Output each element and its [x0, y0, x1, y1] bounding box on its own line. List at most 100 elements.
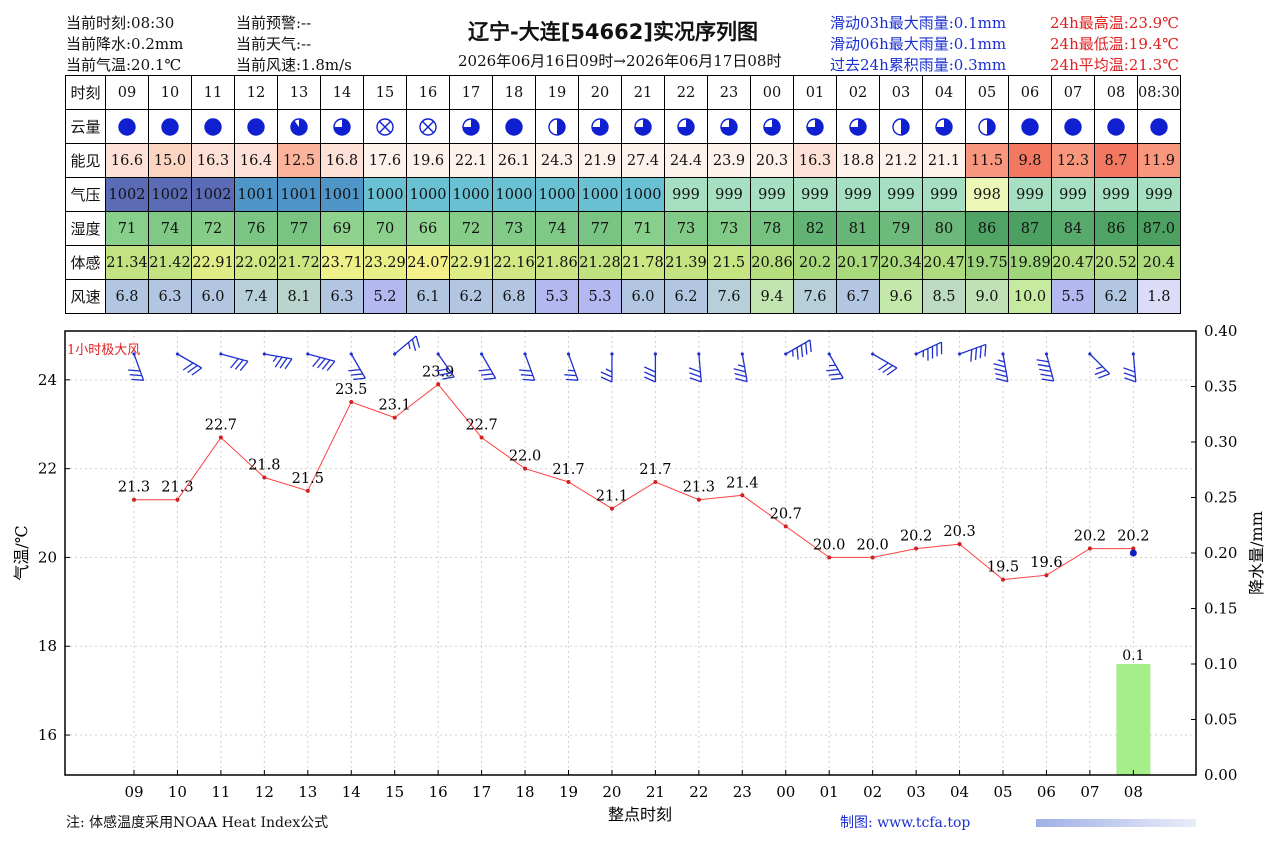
- x-tick-label: 21: [646, 783, 665, 801]
- humidity-cell: 80: [922, 211, 966, 246]
- y-tick-label-left: 18: [38, 637, 57, 655]
- wind-barb: [564, 352, 579, 381]
- wind-barb-flag: [931, 346, 934, 359]
- y-tick-label-left: 22: [38, 460, 57, 478]
- credit-logo: [1036, 819, 1196, 827]
- current-wind: 当前风速:1.8m/s: [236, 56, 352, 74]
- x-tick-label: 12: [255, 783, 274, 801]
- wind-barb-flag: [984, 344, 987, 357]
- temperature-label: 20.2: [900, 529, 932, 545]
- y-axis-label-right: 降水量/mm: [1247, 511, 1266, 595]
- x-tick-label: 00: [776, 783, 795, 801]
- wind-speed-cell: 6.2: [449, 279, 493, 314]
- wind-barb-flag: [831, 377, 844, 381]
- humidity-cell: 66: [406, 211, 450, 246]
- wind-barb-flag: [187, 364, 198, 374]
- humidity-cell: 77: [277, 211, 321, 246]
- hour-cell: 10: [148, 75, 192, 110]
- hour-cell: 04: [922, 75, 966, 110]
- humidity-cell: 73: [664, 211, 708, 246]
- wind-barb: [1088, 352, 1111, 379]
- wind-barb-flag: [1123, 367, 1136, 373]
- wind-barb: [733, 352, 748, 383]
- pressure-cell: 1002: [191, 177, 235, 212]
- feels-like-cell: 20.4: [1137, 245, 1181, 280]
- feels-like-cell: 22.02: [234, 245, 278, 280]
- wind-barb: [871, 352, 898, 376]
- x-tick-label: 10: [168, 783, 187, 801]
- wind-barb-flag: [1096, 366, 1103, 370]
- cloud-cell: [621, 109, 665, 144]
- current-precip: 当前降水:0.2mm: [66, 35, 184, 53]
- cloud-cover-icon: [763, 117, 781, 136]
- wind-barb: [128, 352, 145, 381]
- x-tick-label: 14: [342, 783, 361, 801]
- cloud-cell: [492, 109, 536, 144]
- feels-like-cell: 20.17: [836, 245, 880, 280]
- wind-speed-cell: 5.3: [535, 279, 579, 314]
- wind-barb-flag: [927, 348, 929, 361]
- feels-like-cell: 22.91: [449, 245, 493, 280]
- wind-speed-cell: 6.0: [621, 279, 665, 314]
- wind-speed-cell: 9.6: [879, 279, 923, 314]
- wind-speed-cell: 7.6: [793, 279, 837, 314]
- wind-barb-flag: [882, 364, 893, 374]
- wind-barb-flag: [995, 373, 1008, 378]
- wind-speed-cell: 7.6: [707, 279, 751, 314]
- hour-cell: 06: [1008, 75, 1052, 110]
- wind-barb-flag: [688, 367, 701, 373]
- wind-speed-cell: 6.8: [492, 279, 536, 314]
- current-temp: 当前气温:20.1℃: [66, 56, 182, 74]
- cloud-cover-icon: [935, 117, 953, 136]
- wind-barb-staff: [959, 343, 987, 355]
- humidity-cell: 74: [535, 211, 579, 246]
- wind-barb-flag: [979, 346, 982, 359]
- x-tick-label: 18: [516, 783, 535, 801]
- wind-barb-staff: [828, 353, 844, 379]
- hour-cell: 23: [707, 75, 751, 110]
- feels-like-cell: 21.86: [535, 245, 579, 280]
- temperature-label: 21.3: [161, 480, 193, 496]
- x-tick-label: 13: [298, 783, 317, 801]
- wind-barb-flag: [974, 347, 978, 360]
- wind-barb: [914, 341, 943, 361]
- cloud-cover-icon: [806, 117, 824, 136]
- wind-barb-flag: [735, 377, 748, 383]
- wind-barb-flag: [644, 376, 656, 383]
- cloud-cell: [922, 109, 966, 144]
- wind-barb-staff: [1089, 353, 1111, 375]
- temperature-label: 23.1: [379, 398, 411, 414]
- temperature-label: 20.0: [813, 537, 845, 553]
- x-tick-label: 08: [1124, 783, 1143, 801]
- cloud-cover-icon: [419, 117, 437, 136]
- temperature-point: [523, 466, 528, 471]
- x-tick-label: 06: [1037, 783, 1056, 801]
- cloud-cover-icon: [892, 117, 910, 136]
- wind-barb-flag: [565, 378, 579, 381]
- wind-barb: [393, 335, 421, 356]
- row-label-feels-like: 体感: [65, 245, 106, 280]
- humidity-cell: 71: [621, 211, 665, 246]
- wind-barb: [262, 352, 293, 370]
- temperature-point: [1131, 546, 1136, 551]
- cloud-cover-icon: [1150, 117, 1168, 136]
- cloud-cell: [707, 109, 751, 144]
- wind-barb-flag: [828, 373, 841, 376]
- wind-barb-flag: [826, 368, 839, 372]
- feels-like-cell: 20.34: [879, 245, 923, 280]
- wind-barb-flag: [348, 368, 361, 372]
- visibility-cell: 16.8: [320, 143, 364, 178]
- x-tick-label: 15: [385, 783, 404, 801]
- y-tick-label-right: 0.40: [1204, 322, 1237, 340]
- humidity-cell: 70: [363, 211, 407, 246]
- hour-cell: 17: [449, 75, 493, 110]
- wind-barb-flag: [274, 356, 283, 368]
- cloud-cell: [793, 109, 837, 144]
- wind-barb-flag: [230, 358, 239, 369]
- cloud-cover-icon: [462, 117, 480, 136]
- temperature-label: 20.7: [770, 506, 802, 522]
- wind-barb: [600, 352, 614, 383]
- feels-like-cell: 20.52: [1094, 245, 1138, 280]
- wind-barb-flag: [689, 372, 702, 378]
- wind-barb: [688, 352, 702, 383]
